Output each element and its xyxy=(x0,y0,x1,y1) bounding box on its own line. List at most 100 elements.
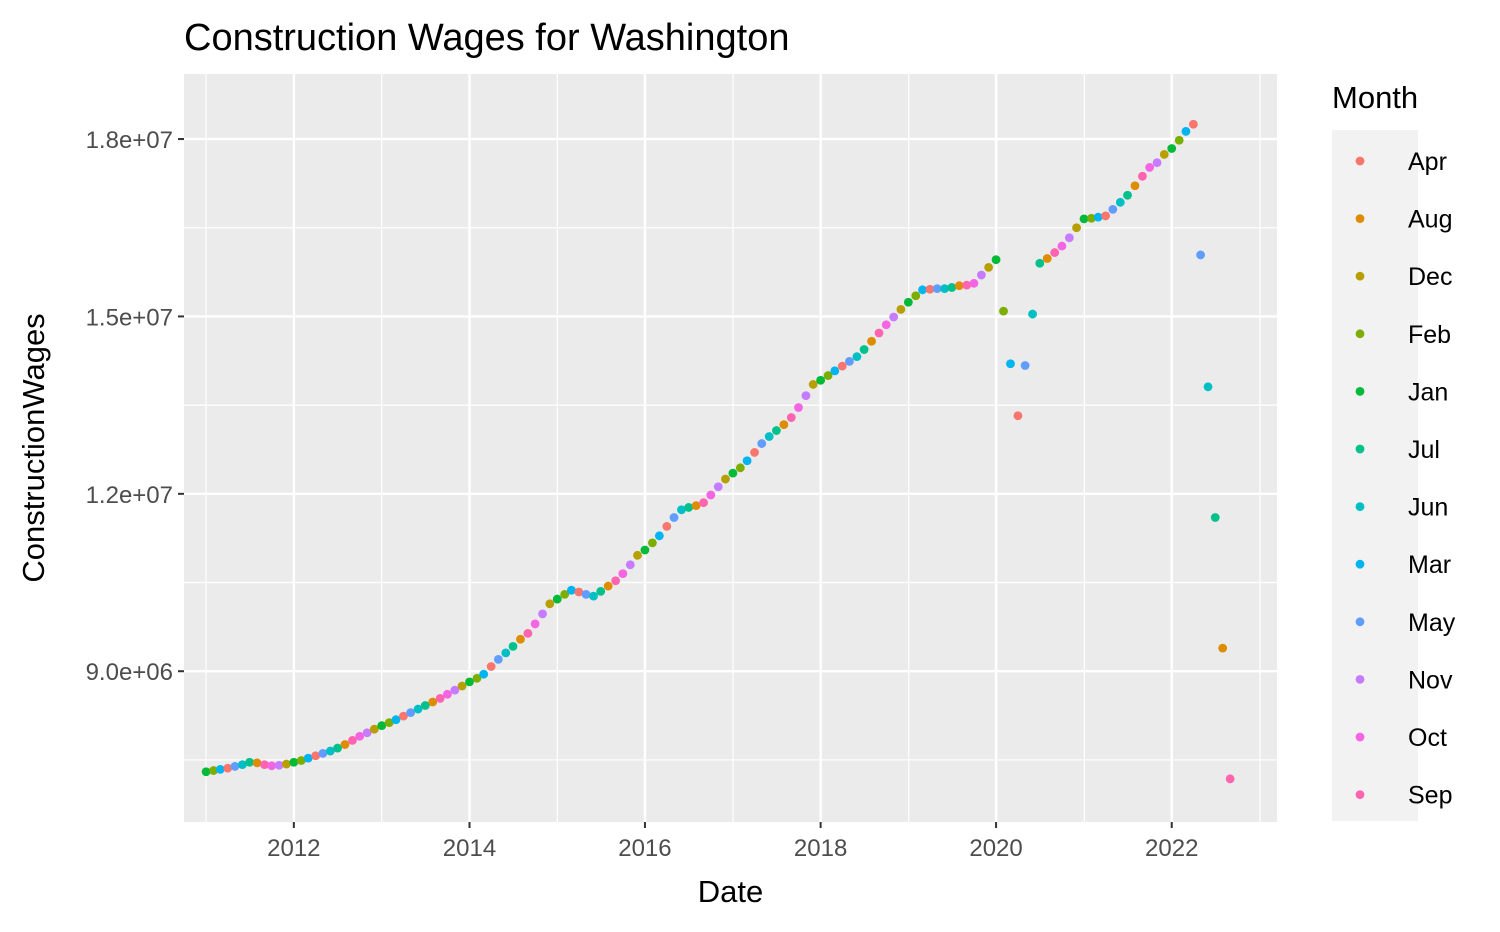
data-point-apr xyxy=(750,448,759,457)
data-point-may xyxy=(318,749,328,758)
legend-label: Oct xyxy=(1408,724,1447,752)
data-point-may xyxy=(1196,250,1205,260)
data-point-apr xyxy=(311,751,321,761)
data-point-feb xyxy=(560,589,570,599)
data-point-jun xyxy=(677,505,686,515)
data-point-oct xyxy=(355,731,365,741)
legend-key-jul xyxy=(1355,444,1365,454)
legend-key-jun xyxy=(1355,502,1365,511)
data-point-oct xyxy=(794,403,803,412)
data-point-jul xyxy=(596,586,606,596)
data-point-nov xyxy=(1152,158,1162,168)
x-tick-label: 2012 xyxy=(267,835,320,862)
data-point-sep xyxy=(874,328,884,338)
data-point-aug xyxy=(867,336,876,346)
data-point-nov xyxy=(713,482,723,492)
data-point-jan xyxy=(552,594,562,604)
data-point-jun xyxy=(325,746,335,756)
data-point-apr xyxy=(1188,119,1198,129)
data-point-oct xyxy=(881,320,891,330)
data-point-nov xyxy=(274,760,284,770)
data-point-jul xyxy=(1123,190,1132,200)
data-point-apr xyxy=(662,521,672,531)
data-point-nov xyxy=(1064,233,1074,243)
data-point-oct xyxy=(1057,241,1067,251)
data-point-dec xyxy=(721,474,730,484)
data-point-mar xyxy=(479,669,489,679)
data-point-sep xyxy=(1138,171,1147,181)
data-point-jan xyxy=(1079,214,1089,224)
data-point-feb xyxy=(472,673,482,683)
legend-label: Jun xyxy=(1408,494,1448,522)
data-point-feb xyxy=(384,718,394,728)
data-point-jul xyxy=(1210,513,1220,522)
data-point-feb xyxy=(911,291,921,301)
data-point-aug xyxy=(1130,181,1140,191)
legend-key-sep xyxy=(1355,790,1365,799)
x-tick-label: 2016 xyxy=(618,835,671,862)
y-tick-label: 9.0e+06 xyxy=(86,659,173,686)
legend-label: Sep xyxy=(1408,782,1452,810)
legend: Month Apr Aug Dec Feb Jan Jul Jun Mar May Nov Oct S… xyxy=(1332,80,1456,821)
data-point-dec xyxy=(1072,223,1081,233)
data-point-apr xyxy=(837,361,847,371)
x-tick-label: 2022 xyxy=(1145,835,1198,862)
legend-label: Feb xyxy=(1408,321,1451,349)
data-point-oct xyxy=(267,761,277,771)
data-point-nov xyxy=(976,270,986,280)
data-point-jul xyxy=(772,426,781,435)
y-axis-label: ConstructionWages xyxy=(16,313,51,582)
data-point-jan xyxy=(903,297,913,307)
legend-label: Dec xyxy=(1408,263,1452,291)
data-point-sep xyxy=(260,760,269,770)
data-point-dec xyxy=(369,724,379,734)
data-point-oct xyxy=(618,569,628,579)
data-point-may xyxy=(757,439,767,448)
data-point-sep xyxy=(435,694,445,703)
data-point-jul xyxy=(859,345,869,354)
data-point-jul xyxy=(508,641,518,651)
data-point-may xyxy=(406,708,416,718)
legend-key-may xyxy=(1355,617,1365,627)
data-point-feb xyxy=(296,756,306,765)
data-point-sep xyxy=(786,413,796,422)
data-point-dec xyxy=(457,681,467,691)
data-point-sep xyxy=(348,736,357,745)
data-point-jan xyxy=(640,545,650,555)
data-point-jan xyxy=(289,757,299,767)
data-point-oct xyxy=(530,619,540,629)
data-point-may xyxy=(932,284,942,294)
data-point-feb xyxy=(735,463,745,473)
data-point-jan xyxy=(728,468,738,478)
data-point-jan xyxy=(201,767,211,777)
legend-key-dec xyxy=(1355,271,1365,281)
data-point-nov xyxy=(450,685,460,695)
data-point-aug xyxy=(428,697,438,707)
data-point-may xyxy=(1108,205,1118,214)
legend-key-aug xyxy=(1355,214,1365,224)
data-point-sep xyxy=(962,280,972,290)
data-point-aug xyxy=(954,281,964,291)
data-point-mar xyxy=(830,366,840,376)
legend-key-oct xyxy=(1355,732,1365,742)
data-point-dec xyxy=(896,304,906,314)
data-point-apr xyxy=(1013,411,1023,421)
data-point-aug xyxy=(516,634,525,644)
data-point-jun xyxy=(413,704,423,714)
data-point-aug xyxy=(340,740,350,749)
data-point-oct xyxy=(969,278,979,288)
legend-label: Jul xyxy=(1408,436,1440,464)
y-tick-label: 1.8e+07 xyxy=(86,127,173,154)
data-point-mar xyxy=(1093,212,1103,222)
data-point-sep xyxy=(523,628,533,638)
data-point-sep xyxy=(611,576,621,586)
data-points xyxy=(201,119,1235,784)
data-point-mar xyxy=(918,285,927,295)
legend-label: Mar xyxy=(1408,551,1451,579)
data-point-dec xyxy=(984,262,994,272)
data-point-jun xyxy=(237,760,247,770)
data-point-jan xyxy=(377,721,387,731)
data-point-jun xyxy=(1203,382,1213,392)
data-point-nov xyxy=(362,728,372,738)
data-point-jun xyxy=(940,284,950,294)
